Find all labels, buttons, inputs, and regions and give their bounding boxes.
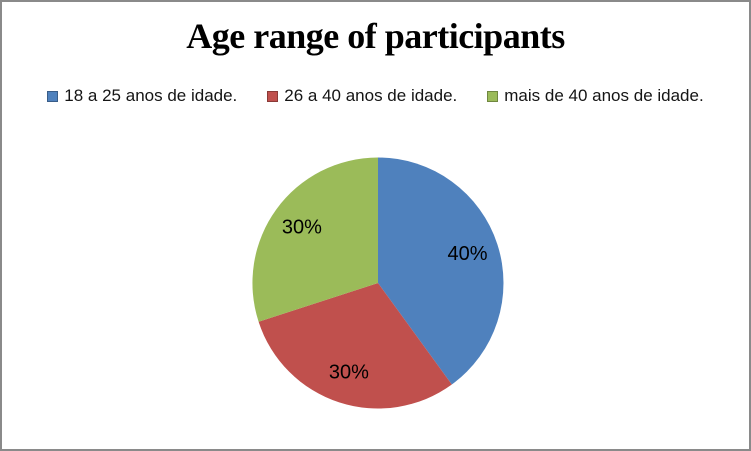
chart-legend: 18 a 25 anos de idade. 26 a 40 anos de id… <box>2 84 749 108</box>
pie-slice-0 <box>378 157 504 385</box>
legend-label: 18 a 25 anos de idade. <box>64 86 238 105</box>
legend-item-0: 18 a 25 anos de idade. <box>47 86 237 106</box>
pie-slice-2 <box>252 157 378 322</box>
pie-data-label: 40% <box>447 243 487 265</box>
legend-item-1: 26 a 40 anos de idade. <box>267 86 457 106</box>
pie-slice-1 <box>258 283 452 409</box>
legend-label: mais de 40 anos de idade. <box>504 86 704 105</box>
pie-data-label: 30% <box>329 362 369 384</box>
legend-marker-icon <box>47 90 59 102</box>
legend-marker-icon <box>267 90 279 102</box>
legend-item-2: mais de 40 anos de idade. <box>487 86 704 106</box>
legend-marker-icon <box>487 90 499 102</box>
chart-title: Age range of participants <box>186 16 565 56</box>
pie-data-label: 30% <box>282 217 322 239</box>
legend-label: 26 a 40 anos de idade. <box>284 86 458 105</box>
